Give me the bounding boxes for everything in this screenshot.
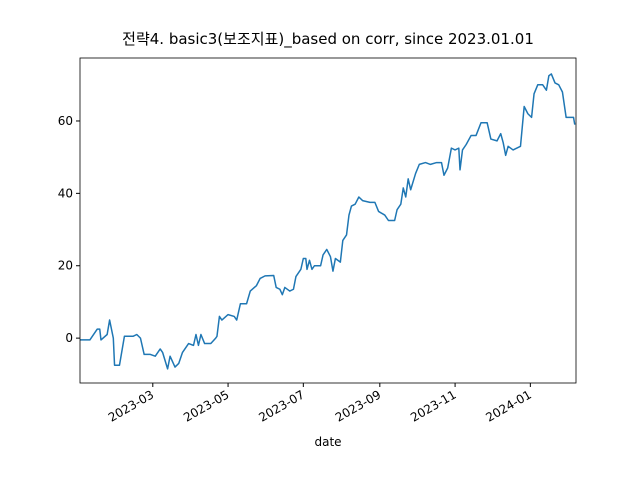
y-tick-label: 0 xyxy=(65,331,73,345)
x-axis-label: date xyxy=(314,435,341,449)
x-tick-label: 2023-03 xyxy=(106,387,156,424)
y-tick-label: 60 xyxy=(58,114,73,128)
x-tick-label: 2023-05 xyxy=(181,387,231,424)
y-tick-label: 20 xyxy=(58,259,73,273)
line-series xyxy=(80,73,576,370)
y-tick-label: 40 xyxy=(58,186,73,200)
plot-frame xyxy=(79,57,577,384)
x-tick-label: 2024-01 xyxy=(483,387,533,424)
x-tick-label: 2023-11 xyxy=(408,387,458,424)
x-tick-label: 2023-09 xyxy=(333,387,383,424)
x-tick-label: 2023-07 xyxy=(256,387,306,424)
chart-title: 전략4. basic3(보조지표)_based on corr, since 2… xyxy=(122,30,534,49)
